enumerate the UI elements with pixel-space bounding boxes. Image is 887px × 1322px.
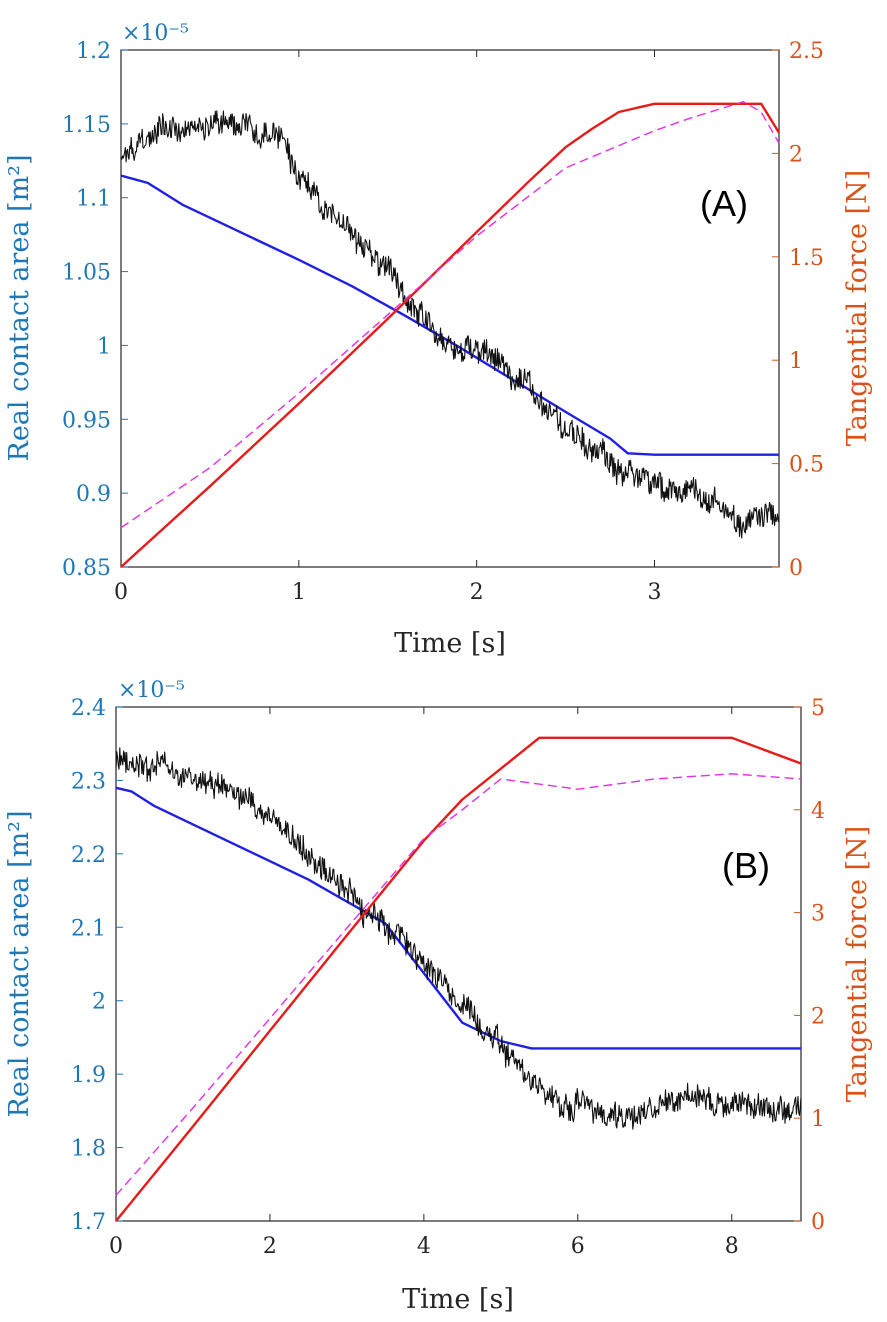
left-tick-label-a: 0.85 [62,556,111,581]
right-tick-label-a: 0 [789,556,803,581]
axis-ticks-a: 0 1 2 3 0.85 0.9 0.95 1 1.05 1.1 1.15 1.2 0 0.5 1 1.5 2 2… [62,39,824,605]
right-tick-label-b: 5 [811,696,825,721]
left-tick-label-a: 1.2 [76,39,111,64]
series-line-a-tangential-force-reference [120,101,780,529]
right-tick-label-b: 2 [811,1004,825,1029]
left-tick-label-b: 1.9 [71,1063,106,1088]
x-tick-label-b: 6 [571,1234,585,1259]
series-line-a-contact-area-measured [120,110,780,539]
left-tick-label-b: 2 [92,990,106,1015]
left-tick-label-b: 1.8 [71,1137,106,1162]
left-tick-label-a: 0.95 [62,408,111,433]
x-tick-label-b: 4 [417,1234,431,1259]
left-tick-label-a: 1 [97,334,111,359]
right-tick-label-a: 2.5 [789,39,824,64]
left-tick-label-b: 1.7 [71,1210,106,1235]
right-tick-label-a: 1 [789,349,803,374]
left-axis-label-a: Real contact area [m²] [4,154,35,461]
panel-a: 0 1 2 3 0.85 0.9 0.95 1 1.05 1.1 1.15 1.2 0 0.5 1 1.5 2 2… [4,21,873,659]
right-tick-label-b: 0 [811,1210,825,1235]
right-tick-label-b: 3 [811,902,825,927]
series-line-b-tangential-force-reference [115,773,802,1196]
right-tick-label-b: 4 [811,799,825,824]
left-tick-label-a: 1.1 [76,187,111,212]
x-axis-label-a: Time [s] [394,628,506,659]
left-axis-multiplier-a: ×10⁻⁵ [122,21,189,46]
left-tick-label-a: 1.05 [62,261,111,286]
series-line-a-tangential-force-model [120,102,781,568]
left-axis-label-b: Real contact area [m²] [4,810,35,1117]
right-tick-label-a: 2 [789,142,803,167]
left-tick-label-a: 0.9 [76,482,111,507]
right-tick-label-b: 1 [811,1107,825,1132]
left-tick-label-a: 1.15 [62,113,111,138]
x-axis-label-b: Time [s] [402,1284,514,1315]
axis-ticks-b: 0 2 4 6 8 1.7 1.8 1.9 2 2.1 2.2 2.3 2.4 0 1 2 3 4 5 [71,696,825,1259]
x-tick-label-b: 0 [109,1234,123,1259]
panel-label-b: (B) [722,845,770,886]
left-tick-label-b: 2.1 [71,916,106,941]
x-tick-label-b: 2 [263,1234,277,1259]
series-line-b-contact-area-model [115,786,801,1050]
x-tick-label-b: 8 [725,1234,739,1259]
left-axis-multiplier-b: ×10⁻⁵ [118,678,185,703]
panel-label-a: (A) [700,183,748,224]
right-tick-label-a: 1.5 [789,246,824,271]
right-axis-label-a: Tangential force [N] [842,170,873,446]
x-tick-label-a: 3 [648,580,662,605]
left-tick-label-b: 2.2 [71,843,106,868]
x-tick-label-a: 0 [114,580,128,605]
right-axis-label-b: Tangential force [N] [842,826,873,1102]
right-tick-label-a: 0.5 [789,453,824,478]
left-tick-label-b: 2.3 [71,769,106,794]
plot-area-b [115,706,802,1222]
x-tick-label-a: 2 [470,580,484,605]
series-b [115,736,802,1222]
series-line-b-tangential-force-model [115,736,802,1222]
series-a [120,101,781,568]
series-line-a-contact-area-model [120,174,779,456]
left-tick-label-b: 2.4 [71,696,106,721]
x-tick-label-a: 1 [292,580,306,605]
series-line-b-contact-area-measured [115,747,802,1130]
